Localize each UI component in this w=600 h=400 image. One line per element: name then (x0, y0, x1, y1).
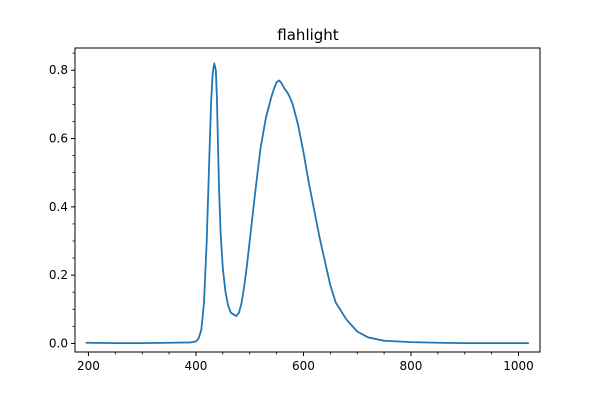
plot-frame (74, 47, 541, 353)
y-axis: 0.0 0.2 0.4 0.6 0.8 (49, 52, 75, 350)
x-tick-label: 1000 (503, 359, 534, 373)
x-axis: 200 400 600 800 1000 (77, 352, 534, 373)
y-tick-label: 0.0 (49, 336, 68, 350)
x-tick-label: 800 (400, 359, 423, 373)
series-layer (85, 62, 530, 345)
x-tick-label: 200 (77, 359, 100, 373)
y-tick-label: 0.8 (49, 63, 68, 77)
y-tick-label: 0.2 (49, 268, 68, 282)
chart-title: flahlight (277, 26, 339, 44)
series-line (85, 62, 530, 345)
x-tick-label: 600 (292, 359, 315, 373)
x-tick-label: 400 (185, 359, 208, 373)
y-tick-label: 0.6 (49, 132, 68, 146)
y-tick-label: 0.4 (49, 200, 68, 214)
